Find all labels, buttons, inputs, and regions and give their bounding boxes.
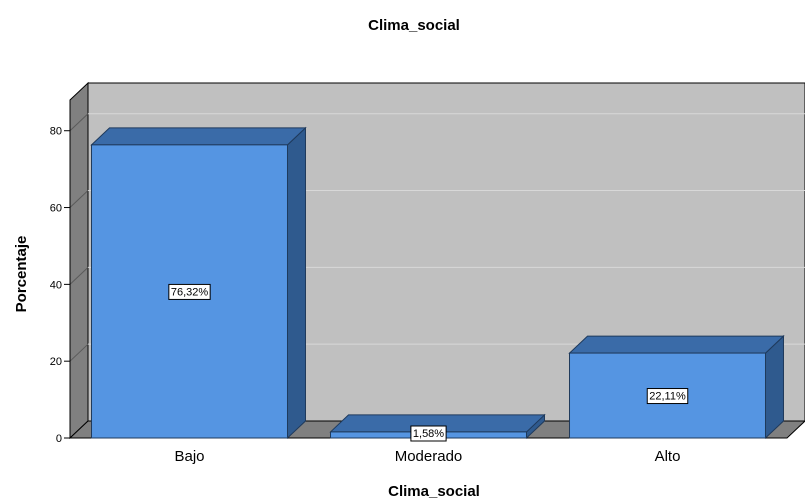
x-axis-categories: Bajo Moderado Alto xyxy=(174,448,680,465)
bar xyxy=(90,126,307,440)
y-tick-label: 60 xyxy=(50,203,62,215)
y-tick-label: 80 xyxy=(50,126,62,138)
bar-top xyxy=(568,335,785,354)
data-label-box xyxy=(168,283,211,300)
bar xyxy=(568,334,785,440)
y-tick-label: 40 xyxy=(50,279,62,291)
data-label: 1,58% xyxy=(410,425,447,442)
y-tick-label: 20 xyxy=(50,356,62,368)
y-axis-title: Porcentaje xyxy=(13,236,30,313)
bar-side xyxy=(764,334,784,440)
data-label-box xyxy=(646,388,689,405)
side-gridline xyxy=(69,113,89,132)
x-category-label: Moderado xyxy=(395,448,463,465)
y-axis-ticks: 0 20 40 60 80 xyxy=(50,100,71,445)
x-axis-title: Clima_social xyxy=(388,483,480,500)
side-wall xyxy=(69,81,89,440)
chart-title: Clima_social xyxy=(368,17,460,34)
side-gridline xyxy=(69,267,89,285)
bar-side xyxy=(286,126,306,440)
x-category-label: Alto xyxy=(655,448,681,465)
data-label: 76,32% xyxy=(168,283,211,300)
data-label: 22,11% xyxy=(646,388,689,405)
side-gridline xyxy=(69,190,89,208)
plot-area: 76,32% 1,58% 22,11% 0 20 40 60 80 Bajo Moderado… xyxy=(50,81,805,465)
data-label-text: 22,11% xyxy=(649,391,686,403)
bar-top xyxy=(90,127,307,146)
side-gridline xyxy=(69,343,89,362)
data-label-text: 1,58% xyxy=(413,428,444,440)
y-tick-label: 0 xyxy=(56,433,62,445)
data-label-text: 76,32% xyxy=(171,286,209,298)
data-label-box xyxy=(410,425,447,442)
x-category-label: Bajo xyxy=(174,448,204,465)
bars: 76,32% 1,58% 22,11% xyxy=(90,126,785,442)
